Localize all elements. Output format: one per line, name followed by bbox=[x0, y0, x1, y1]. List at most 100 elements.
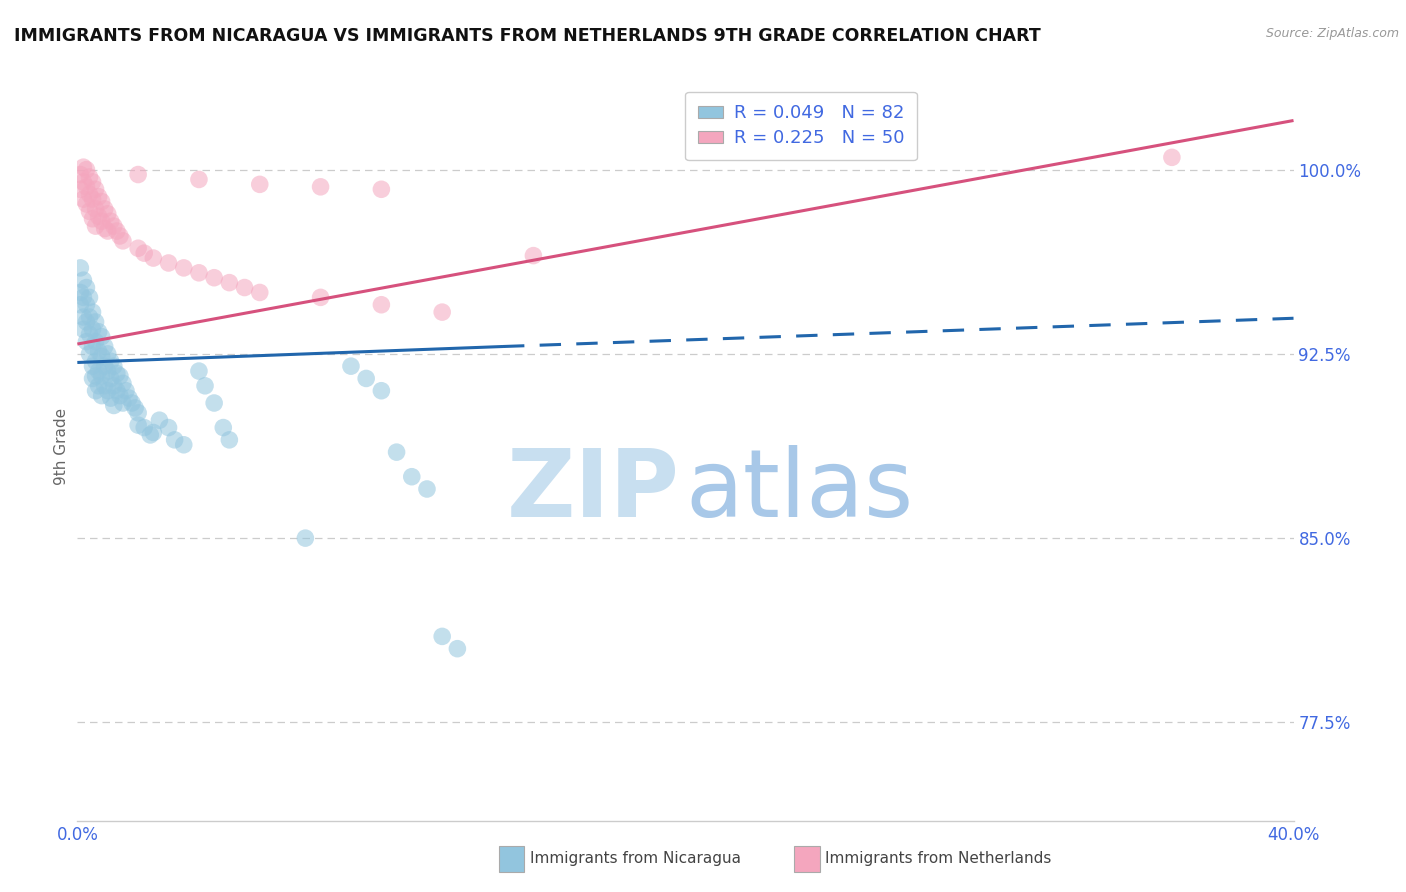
Point bbox=[93, 359, 115, 373]
Point bbox=[79, 169, 101, 184]
Point bbox=[416, 482, 439, 496]
Point bbox=[87, 189, 110, 203]
Point bbox=[84, 202, 107, 216]
Point bbox=[100, 214, 122, 228]
Point bbox=[121, 396, 143, 410]
Point bbox=[148, 413, 170, 427]
Point bbox=[84, 182, 107, 196]
Point bbox=[72, 290, 94, 304]
Point bbox=[105, 367, 128, 381]
Point bbox=[173, 438, 195, 452]
Point bbox=[69, 168, 91, 182]
Point bbox=[142, 251, 165, 265]
Point bbox=[79, 347, 101, 361]
Point bbox=[75, 280, 97, 294]
Point bbox=[173, 260, 195, 275]
Point bbox=[370, 182, 392, 196]
Point bbox=[111, 234, 134, 248]
Point bbox=[370, 298, 392, 312]
Point bbox=[340, 359, 363, 373]
Point bbox=[75, 315, 97, 329]
Point bbox=[218, 276, 240, 290]
Point bbox=[97, 384, 120, 398]
Point bbox=[93, 339, 115, 353]
Point bbox=[522, 249, 544, 263]
Point bbox=[79, 290, 101, 304]
Point bbox=[90, 214, 112, 228]
Point bbox=[82, 192, 104, 206]
Point bbox=[87, 344, 110, 359]
Point bbox=[157, 256, 180, 270]
Point bbox=[100, 354, 122, 368]
Point bbox=[82, 339, 104, 353]
Point bbox=[75, 298, 97, 312]
Point bbox=[90, 349, 112, 363]
Point bbox=[202, 270, 225, 285]
Legend: R = 0.049   N = 82, R = 0.225   N = 50: R = 0.049 N = 82, R = 0.225 N = 50 bbox=[685, 92, 917, 161]
Point bbox=[84, 369, 107, 384]
Point bbox=[233, 280, 256, 294]
Point bbox=[249, 178, 271, 192]
Point bbox=[202, 396, 225, 410]
Point bbox=[69, 260, 91, 275]
Point bbox=[142, 425, 165, 440]
Point bbox=[82, 371, 104, 385]
Point bbox=[105, 224, 128, 238]
Point bbox=[134, 246, 156, 260]
Point bbox=[118, 391, 141, 405]
Point bbox=[100, 371, 122, 385]
Point bbox=[84, 384, 107, 398]
Point bbox=[79, 310, 101, 324]
Point bbox=[385, 445, 408, 459]
Point bbox=[93, 202, 115, 216]
Y-axis label: 9th Grade: 9th Grade bbox=[53, 408, 69, 484]
Point bbox=[108, 389, 131, 403]
Text: Source: ZipAtlas.com: Source: ZipAtlas.com bbox=[1265, 27, 1399, 40]
Point bbox=[111, 376, 134, 391]
Point bbox=[157, 420, 180, 434]
Point bbox=[108, 369, 131, 384]
Point bbox=[87, 379, 110, 393]
Point bbox=[72, 160, 94, 174]
Point bbox=[188, 266, 211, 280]
Point bbox=[370, 384, 392, 398]
Point bbox=[218, 433, 240, 447]
Point bbox=[103, 399, 125, 413]
Point bbox=[69, 182, 91, 196]
Point bbox=[69, 285, 91, 300]
Point bbox=[212, 420, 235, 434]
Point bbox=[97, 207, 120, 221]
Point bbox=[82, 322, 104, 336]
Point bbox=[354, 371, 377, 385]
Point bbox=[401, 469, 423, 483]
Point bbox=[84, 219, 107, 234]
Point bbox=[79, 204, 101, 219]
Point bbox=[90, 389, 112, 403]
Point bbox=[446, 641, 468, 656]
Point bbox=[124, 401, 146, 415]
Point bbox=[1161, 150, 1184, 164]
Point bbox=[93, 379, 115, 393]
Text: Immigrants from Netherlands: Immigrants from Netherlands bbox=[825, 852, 1052, 866]
Point bbox=[87, 209, 110, 223]
Point bbox=[75, 334, 97, 349]
Point bbox=[82, 211, 104, 226]
Text: Immigrants from Nicaragua: Immigrants from Nicaragua bbox=[530, 852, 741, 866]
Point bbox=[103, 379, 125, 393]
Point bbox=[134, 420, 156, 434]
Point bbox=[127, 406, 149, 420]
Text: IMMIGRANTS FROM NICARAGUA VS IMMIGRANTS FROM NETHERLANDS 9TH GRADE CORRELATION C: IMMIGRANTS FROM NICARAGUA VS IMMIGRANTS … bbox=[14, 27, 1040, 45]
Point bbox=[87, 325, 110, 339]
Point bbox=[115, 384, 138, 398]
Point bbox=[127, 241, 149, 255]
Point bbox=[127, 168, 149, 182]
Point bbox=[93, 221, 115, 235]
Point bbox=[82, 359, 104, 373]
Point bbox=[75, 197, 97, 211]
Point bbox=[139, 428, 162, 442]
Point bbox=[103, 359, 125, 373]
Point bbox=[163, 433, 186, 447]
Point bbox=[79, 187, 101, 202]
Point bbox=[430, 629, 453, 643]
Point bbox=[309, 179, 332, 194]
